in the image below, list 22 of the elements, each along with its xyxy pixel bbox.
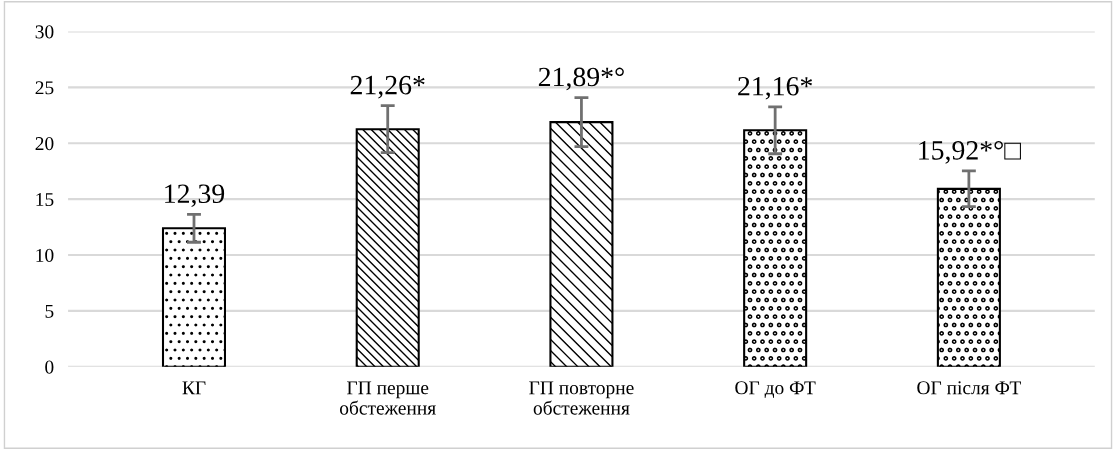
data-label: 21,26* — [350, 75, 425, 99]
x-tick-label: ГП повторне обстеження — [529, 381, 634, 415]
data-label: 21,89*° — [538, 67, 624, 91]
bar — [936, 187, 1001, 367]
x-tick-label: ОГ до ФТ — [735, 381, 816, 398]
bar — [355, 128, 420, 367]
y-tick-label: 15 — [36, 193, 54, 207]
data-label: 21,16* — [738, 76, 813, 100]
y-tick-label: 5 — [45, 304, 54, 318]
y-tick-label: 20 — [35, 137, 54, 151]
bar — [743, 129, 808, 367]
data-label: 15,92*°□ — [919, 140, 1021, 164]
y-tick-label: 30 — [35, 25, 54, 39]
y-tick-label: 10 — [36, 248, 54, 262]
data-label: 12,39 — [165, 184, 225, 208]
y-tick-label: 0 — [45, 360, 54, 374]
x-tick-label: ОГ після ФТ — [917, 381, 1021, 395]
x-tick-label: КГ — [182, 381, 206, 395]
bar — [161, 227, 227, 367]
y-tick-label: 25 — [35, 81, 54, 95]
x-tick-label: ГП перше обстеження — [339, 381, 436, 415]
bar — [549, 121, 614, 367]
